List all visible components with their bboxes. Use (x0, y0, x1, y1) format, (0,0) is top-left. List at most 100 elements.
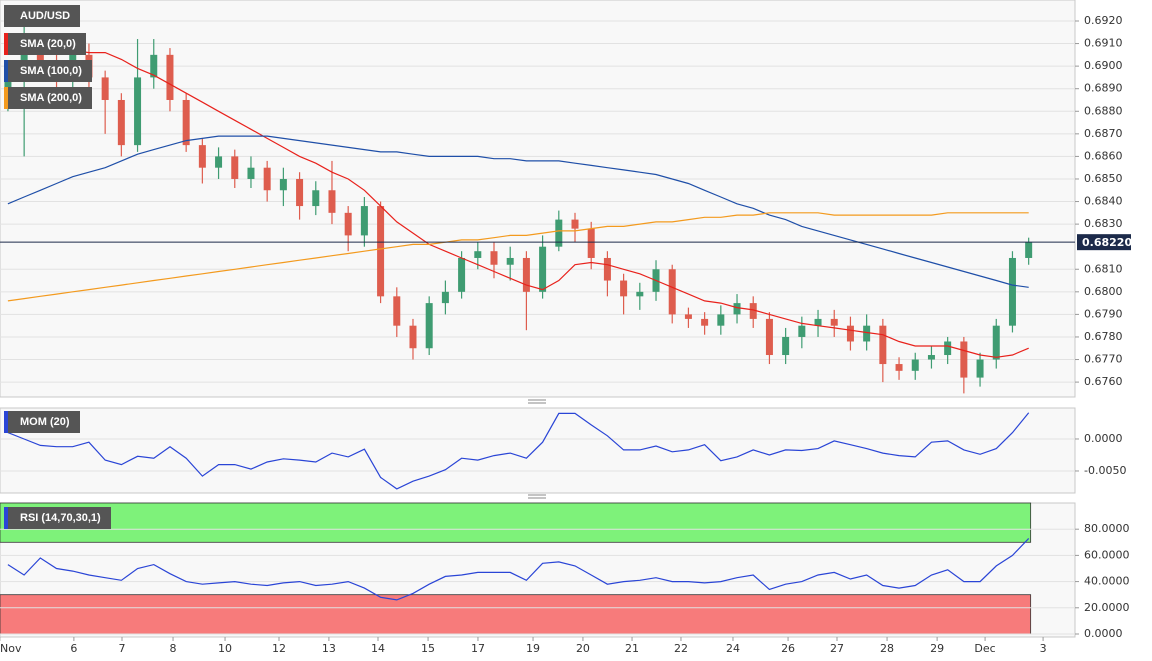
candle-body (927, 355, 935, 360)
candle-body (765, 318, 773, 356)
x-tick-label: 20 (576, 642, 590, 655)
legend-sma100: SMA (100,0) (4, 60, 92, 82)
last-price-tag (1077, 234, 1131, 251)
candle-body (717, 314, 725, 326)
candle-body (571, 219, 579, 229)
y-tick-label: 20.0000 (1084, 601, 1130, 614)
candle-body (231, 156, 239, 179)
candle-body (782, 336, 790, 356)
candle-body (733, 303, 741, 315)
candle-body (539, 246, 547, 292)
candle-body (101, 77, 109, 100)
x-tick-label: 21 (625, 642, 639, 655)
x-tick-label: 13 (322, 642, 336, 655)
candle-body (296, 178, 304, 207)
x-tick-label: 24 (726, 642, 740, 655)
legend-sma20: SMA (20,0) (4, 33, 86, 55)
candle-body (895, 364, 903, 371)
candle-body (1008, 257, 1016, 326)
y-tick-label: 0.6830 (1084, 217, 1123, 230)
series-line (7, 537, 1030, 601)
y-tick-label: 0.6790 (1084, 307, 1123, 320)
y-tick-label: -0.0050 (1084, 464, 1126, 477)
candle-body (846, 325, 854, 342)
series-line (7, 212, 1029, 302)
candle-body (393, 296, 401, 326)
candle-body (960, 341, 968, 378)
y-tick-label: 0.6850 (1084, 172, 1123, 185)
candle-body (360, 206, 368, 236)
candle-body (976, 359, 984, 378)
legend-rsi: RSI (14,70,30,1) (4, 507, 111, 529)
x-tick-label: 10 (218, 642, 232, 655)
y-tick-label: 0.6860 (1084, 149, 1123, 162)
candle-body (879, 325, 887, 365)
candle-body (814, 318, 822, 326)
x-tick-label: 8 (170, 642, 177, 655)
candle-body (377, 206, 385, 297)
x-tick-label: 17 (471, 642, 485, 655)
y-tick-label: 0.6910 (1084, 37, 1123, 50)
series-line (7, 412, 1030, 490)
candle-body (166, 54, 174, 100)
candle-body (522, 257, 530, 292)
legend-main: AUD/USD (4, 5, 81, 27)
x-tick-label: 15 (421, 642, 435, 655)
candle-body (701, 318, 709, 326)
x-tick-label: 26 (781, 642, 795, 655)
y-tick-label: 0.6800 (1084, 285, 1123, 298)
x-tick-label: 19 (526, 642, 540, 655)
candle-body (134, 77, 142, 146)
candle-body (263, 167, 271, 191)
candle-body (992, 325, 1000, 360)
candle-body (749, 303, 757, 319)
y-tick-label: 0.6870 (1084, 127, 1123, 140)
y-tick-label: 80.0000 (1084, 522, 1130, 535)
y-tick-label: 0.6810 (1084, 262, 1123, 275)
rsi-zone (0, 502, 1032, 543)
candle-body (863, 325, 871, 342)
candle-body (344, 212, 352, 236)
candle-body (328, 190, 336, 213)
y-tick-label: 40.0000 (1084, 575, 1130, 588)
candle-body (150, 54, 158, 78)
panel-handle (528, 399, 546, 499)
x-tick-label: 7 (119, 642, 126, 655)
candle-body (312, 190, 320, 207)
candle-body (441, 291, 449, 304)
candle-body (198, 145, 206, 168)
y-tick-label: 0.6920 (1084, 14, 1123, 27)
y-tick-label: 60.0000 (1084, 548, 1130, 561)
mom-panel (0, 407, 1076, 494)
x-tick-label: 29 (930, 642, 944, 655)
legend-mom: MOM (20) (4, 411, 80, 433)
rsi-zone (0, 594, 1032, 635)
y-tick-label: 0.6880 (1084, 104, 1123, 117)
y-tick-label: 0.6900 (1084, 59, 1123, 72)
series-line (7, 45, 1029, 358)
candle-body (409, 325, 417, 349)
y-tick-label: 0.6770 (1084, 353, 1123, 366)
candle-body (458, 257, 466, 292)
candle-body (182, 99, 190, 146)
candle-body (668, 269, 676, 315)
y-tick-label: 0.0000 (1084, 432, 1123, 445)
x-tick-label: 22 (674, 642, 688, 655)
y-tick-label: 0.6780 (1084, 330, 1123, 343)
candle-body (117, 99, 125, 146)
last-price-label: 0.68220 (1082, 236, 1132, 249)
candle-body (506, 257, 514, 265)
candle-body (603, 257, 611, 281)
x-tick-label: 28 (880, 642, 894, 655)
candle-body (798, 325, 806, 337)
candle-body (1025, 242, 1033, 258)
candle-body (215, 156, 223, 168)
x-tick-label: 12 (272, 642, 286, 655)
y-tick-label: 0.6760 (1084, 375, 1123, 388)
legend-sma200: SMA (200,0) (4, 87, 92, 109)
candle-body (555, 219, 563, 247)
y-tick-label: 0.6840 (1084, 195, 1123, 208)
x-tick-label: Dec (974, 642, 995, 655)
